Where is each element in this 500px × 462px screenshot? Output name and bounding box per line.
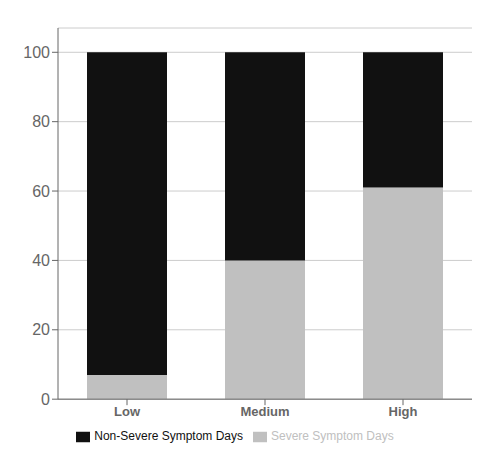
svg-text:100: 100 [23, 44, 50, 61]
svg-text:Medium: Medium [240, 404, 289, 419]
svg-text:40: 40 [32, 252, 50, 269]
svg-text:20: 20 [32, 321, 50, 338]
svg-text:80: 80 [32, 113, 50, 130]
html-text:Severe Symptom Days: Severe Symptom Days [271, 429, 394, 444]
html-text:Non-Severe Symptom Days: Non-Severe Symptom Days [94, 429, 243, 444]
svg-text:0: 0 [41, 391, 50, 408]
svg-text:Low: Low [114, 404, 141, 419]
svg-text:60: 60 [32, 183, 50, 200]
svg-text:High: High [389, 404, 418, 419]
